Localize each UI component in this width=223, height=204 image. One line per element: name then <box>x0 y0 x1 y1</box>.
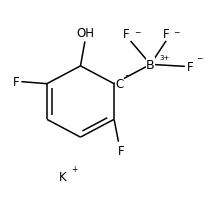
Text: F: F <box>12 76 19 89</box>
Text: F: F <box>163 28 169 41</box>
Text: F: F <box>187 61 194 73</box>
Text: +: + <box>71 164 78 173</box>
Text: F: F <box>123 28 130 41</box>
Text: −: − <box>134 28 140 37</box>
Text: B: B <box>146 59 155 71</box>
Text: −: − <box>124 71 130 80</box>
Text: −: − <box>173 28 179 37</box>
Text: 3+: 3+ <box>159 55 169 61</box>
Text: F: F <box>117 144 124 157</box>
Text: −: − <box>196 54 202 63</box>
Text: C: C <box>115 78 123 91</box>
Text: OH: OH <box>76 27 94 40</box>
Text: K: K <box>59 171 66 183</box>
